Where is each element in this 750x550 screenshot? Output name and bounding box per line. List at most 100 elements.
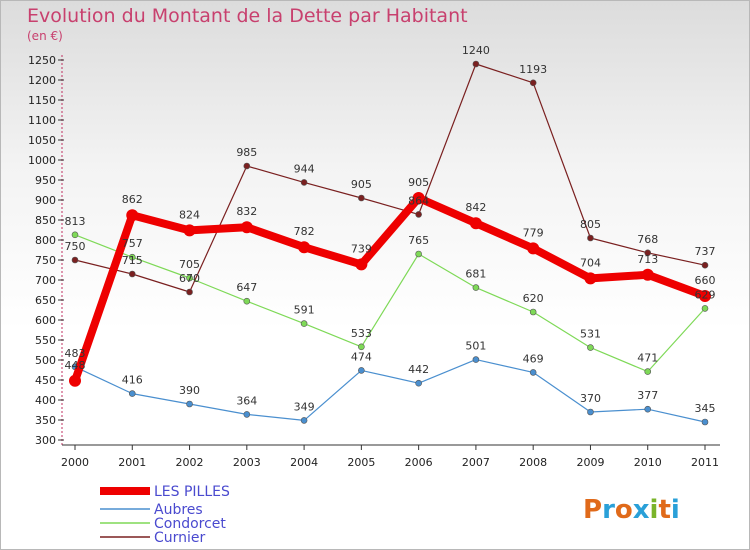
data-point [587,344,594,351]
legend-label: Condorcet [154,516,226,532]
data-point [358,194,365,202]
data-label: 483 [65,347,86,360]
data-label: 681 [465,268,486,281]
data-label: 842 [465,201,486,214]
data-label: 705 [179,258,200,271]
data-point [71,231,79,239]
axes: 300 350 400 450 500 550 600 650 700 750 800 850 900 9… [28,54,720,469]
x-tick-label: 2011 [691,456,719,469]
y-tick-label: 1100 [28,114,56,127]
chart-subtitle: (en €) [27,29,63,43]
x-tick-label: 2004 [290,456,318,469]
x-tick-label: 2002 [176,456,204,469]
y-tick-label: 1250 [28,54,56,67]
y-tick-label: 650 [35,294,56,307]
data-label: 905 [408,176,429,189]
logo-letter: x [633,495,650,525]
data-label: 905 [351,178,372,191]
data-label: 370 [580,392,601,405]
data-point [128,390,136,397]
y-tick-label: 1200 [28,74,56,87]
data-label: 660 [695,274,716,287]
proxiti-logo: Proxiti [583,495,680,525]
data-point [472,284,480,291]
data-point [472,356,480,363]
data-label: 944 [294,162,315,175]
data-label: 1193 [519,63,547,76]
logo-letter: o [615,495,633,525]
data-point [240,221,253,234]
data-point [412,192,425,204]
data-point [186,288,193,296]
data-point [701,305,709,312]
data-label: 531 [580,328,601,341]
data-point [529,79,537,87]
legend-label: LES PILLES [154,484,230,500]
data-label: 757 [122,237,143,250]
data-label: 985 [236,146,257,159]
data-point [126,209,139,222]
data-label: 442 [408,363,429,376]
data-point [186,274,193,282]
data-label: 813 [65,215,86,228]
data-point [300,320,308,327]
data-label: 782 [294,225,315,238]
y-tick-label: 1150 [28,94,56,107]
x-tick-label: 2008 [519,456,547,469]
data-label: 349 [294,400,315,413]
data-point [415,379,422,387]
y-tick-label: 600 [35,314,56,327]
y-tick-label: 550 [35,334,56,347]
data-label: 765 [408,234,429,247]
data-label: 779 [523,226,544,239]
y-tick-label: 400 [35,394,56,407]
series-line-curnier [74,63,706,293]
data-label: 364 [236,394,257,407]
data-point [644,405,652,413]
data-point [355,258,368,271]
chart-title: Evolution du Montant de la Dette par Hab… [27,5,468,27]
data-point [128,270,136,278]
data-label: 620 [523,292,544,305]
data-label: 448 [65,359,86,372]
y-tick-label: 450 [35,374,56,387]
data-label: 704 [580,256,601,269]
data-point [358,367,365,374]
y-tick-label: 750 [35,254,56,267]
data-label: 670 [179,272,200,285]
data-point [415,250,422,258]
data-point [699,290,711,302]
data-point [128,253,136,261]
data-point [644,368,652,375]
data-point [641,268,654,281]
data-label: 750 [65,240,86,253]
data-label: 805 [580,218,601,231]
x-tick-label: 2006 [405,456,433,469]
data-point [469,217,482,230]
data-label: 864 [408,194,429,207]
data-label: 501 [465,340,486,353]
y-tick-label: 1000 [28,154,56,167]
data-point [69,374,81,387]
data-point [186,400,193,408]
data-label: 416 [122,374,143,387]
x-tick-label: 2010 [634,456,662,469]
series-line-les-pilles [71,194,709,385]
data-point [587,408,594,416]
data-point [644,249,652,257]
series-layer [69,60,711,426]
data-label: 533 [351,327,372,340]
data-label: 824 [179,208,200,221]
y-tick-label: 500 [35,354,56,367]
data-point [243,411,251,418]
data-label: 629 [695,288,716,301]
logo-letter: t [658,495,670,525]
data-point [701,261,709,269]
x-tick-label: 2007 [462,456,490,469]
data-point [243,297,251,305]
legend-label: Aubres [154,502,203,518]
data-point [529,369,537,376]
x-tick-label: 2005 [347,456,375,469]
